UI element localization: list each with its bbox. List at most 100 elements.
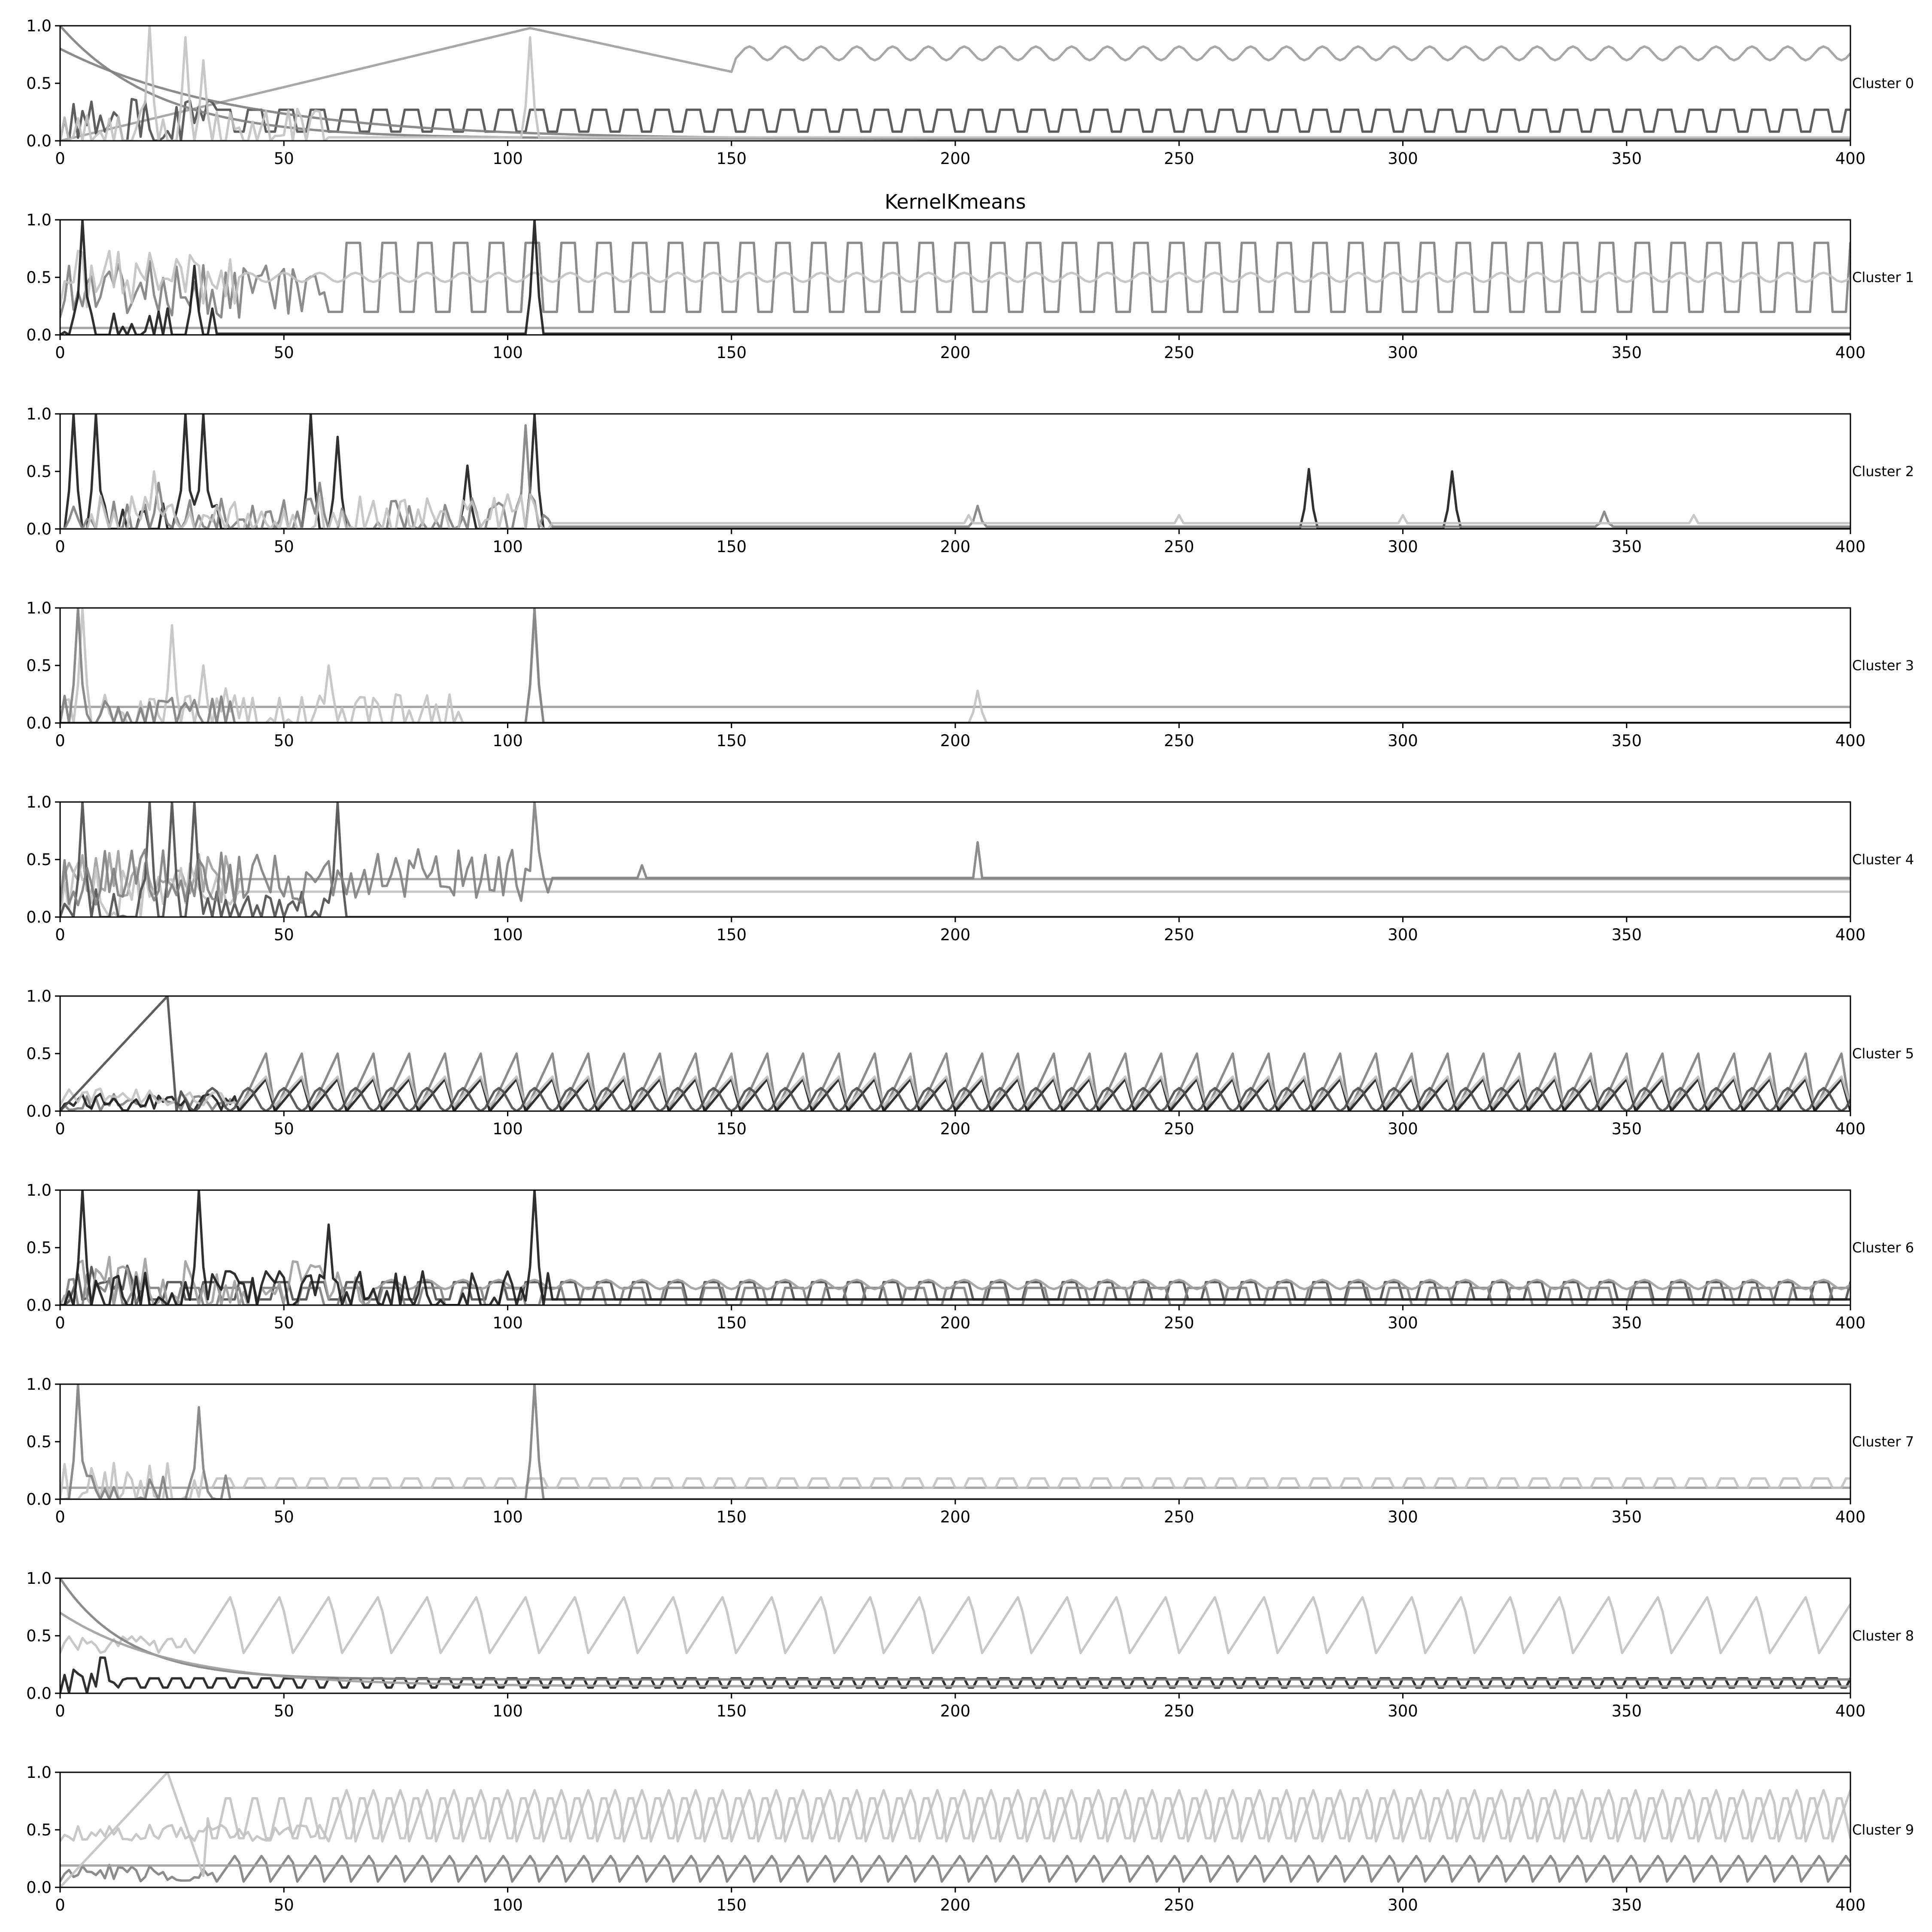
x-tick-label: 300 — [1388, 1120, 1418, 1138]
x-tick-label: 400 — [1835, 1702, 1866, 1720]
x-tick-label: 350 — [1611, 926, 1642, 944]
x-tick-label: 250 — [1164, 1508, 1194, 1526]
y-tick-label: 0.5 — [26, 1433, 52, 1451]
y-tick-label: 0.5 — [26, 1239, 52, 1257]
cluster-panel-2: 0 50 100 150 200 250 300 350 400 0.0 0.5 1.0 Cluster… — [26, 405, 1914, 556]
x-tick-label: 350 — [1611, 343, 1642, 362]
y-tick-label: 0.0 — [26, 1878, 52, 1897]
x-tick-label: 250 — [1164, 732, 1194, 750]
cluster-label: Cluster 1 — [1852, 269, 1914, 286]
x-tick-label: 50 — [274, 1702, 294, 1720]
series-group — [60, 1772, 1850, 1887]
series-group — [60, 1384, 1850, 1499]
cluster-label: Cluster 7 — [1852, 1434, 1914, 1450]
cluster-label: Cluster 4 — [1852, 851, 1914, 868]
series-line-3 — [60, 1772, 1850, 1887]
x-tick-label: 250 — [1164, 1314, 1194, 1332]
x-tick-label: 100 — [492, 343, 523, 362]
figure-title: KernelKmeans — [884, 190, 1026, 213]
series-line-1 — [60, 1855, 1850, 1883]
x-tick-label: 200 — [940, 538, 971, 556]
x-tick-label: 0 — [55, 343, 65, 362]
x-tick-label: 250 — [1164, 149, 1194, 168]
x-tick-label: 150 — [716, 149, 747, 168]
x-tick-label: 400 — [1835, 343, 1866, 362]
series-line-0 — [60, 414, 1850, 529]
x-tick-label: 200 — [940, 1314, 971, 1332]
x-tick-label: 350 — [1611, 538, 1642, 556]
series-line-1 — [60, 1461, 1850, 1499]
series-line-1 — [60, 608, 1850, 723]
y-tick-label: 1.0 — [26, 793, 52, 811]
x-tick-label: 50 — [274, 149, 294, 168]
series-group — [60, 608, 1850, 723]
series-group — [60, 802, 1850, 917]
y-tick-label: 0.0 — [26, 714, 52, 732]
y-tick-label: 1.0 — [26, 1763, 52, 1782]
x-tick-label: 400 — [1835, 1508, 1866, 1526]
x-tick-label: 300 — [1388, 1314, 1418, 1332]
x-tick-label: 200 — [940, 1702, 971, 1720]
series-line-0 — [60, 1789, 1850, 1843]
y-tick-label: 0.5 — [26, 1821, 52, 1839]
series-line-2 — [60, 802, 1850, 917]
x-tick-label: 200 — [940, 149, 971, 168]
y-tick-label: 0.5 — [26, 851, 52, 869]
x-tick-label: 50 — [274, 1314, 294, 1332]
cluster-panel-0: 0 50 100 150 200 250 300 350 400 0.0 0.5 1.0 Cluster… — [26, 17, 1914, 168]
x-tick-label: 100 — [492, 538, 523, 556]
series-group — [60, 414, 1850, 529]
x-tick-label: 100 — [492, 1314, 523, 1332]
series-line-2 — [60, 26, 1850, 140]
series-line-4 — [60, 26, 1850, 141]
series-line-3 — [60, 1611, 1850, 1688]
cluster-panel-8: 0 50 100 150 200 250 300 350 400 0.0 0.5 1.0 Cluster… — [26, 1569, 1914, 1720]
x-tick-label: 300 — [1388, 1702, 1418, 1720]
y-tick-label: 0.0 — [26, 132, 52, 150]
x-tick-label: 200 — [940, 343, 971, 362]
y-tick-label: 0.5 — [26, 462, 52, 481]
x-tick-label: 200 — [940, 1120, 971, 1138]
x-tick-label: 350 — [1611, 1508, 1642, 1526]
series-line-3 — [60, 220, 1850, 335]
x-tick-label: 0 — [55, 538, 65, 556]
x-tick-label: 100 — [492, 1120, 523, 1138]
series-line-2 — [60, 470, 1850, 529]
y-tick-label: 0.0 — [26, 1684, 52, 1703]
x-tick-label: 0 — [55, 732, 65, 750]
series-line-1 — [60, 1656, 1850, 1693]
x-tick-label: 150 — [716, 732, 747, 750]
x-tick-label: 300 — [1388, 926, 1418, 944]
x-tick-label: 0 — [55, 1508, 65, 1526]
series-group — [60, 220, 1850, 335]
cluster-label: Cluster 8 — [1852, 1628, 1914, 1644]
x-tick-label: 400 — [1835, 149, 1866, 168]
y-tick-label: 0.0 — [26, 520, 52, 538]
x-tick-label: 400 — [1835, 1314, 1866, 1332]
axes-frame — [59, 25, 1851, 142]
x-tick-label: 0 — [55, 1314, 65, 1332]
series-line-1 — [60, 249, 1850, 308]
axes-frame — [59, 413, 1851, 530]
x-tick-label: 0 — [55, 149, 65, 168]
x-tick-label: 150 — [716, 1120, 747, 1138]
x-tick-label: 400 — [1835, 1120, 1866, 1138]
x-tick-label: 350 — [1611, 1896, 1642, 1914]
y-tick-label: 0.0 — [26, 326, 52, 344]
series-line-0 — [60, 241, 1850, 319]
x-tick-label: 350 — [1611, 732, 1642, 750]
series-group — [60, 26, 1850, 141]
cluster-panel-4: 0 50 100 150 200 250 300 350 400 0.0 0.5 1.0 Cluster… — [26, 793, 1914, 944]
cluster-panels: 0 50 100 150 200 250 300 350 400 0.0 0.5 1.0 Cluster… — [26, 17, 1914, 1914]
x-tick-label: 350 — [1611, 1702, 1642, 1720]
x-tick-label: 350 — [1611, 1120, 1642, 1138]
series-line-2 — [60, 1578, 1850, 1681]
x-tick-label: 100 — [492, 1508, 523, 1526]
x-tick-label: 350 — [1611, 1314, 1642, 1332]
x-tick-label: 100 — [492, 1702, 523, 1720]
x-tick-label: 250 — [1164, 343, 1194, 362]
x-tick-label: 200 — [940, 926, 971, 944]
x-tick-label: 150 — [716, 538, 747, 556]
y-tick-label: 0.0 — [26, 1102, 52, 1121]
series-line-1 — [60, 1078, 1850, 1111]
